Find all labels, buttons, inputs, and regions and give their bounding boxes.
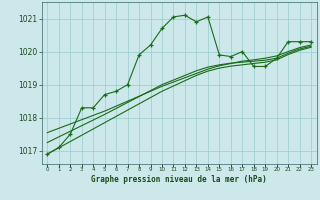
X-axis label: Graphe pression niveau de la mer (hPa): Graphe pression niveau de la mer (hPa)	[91, 175, 267, 184]
